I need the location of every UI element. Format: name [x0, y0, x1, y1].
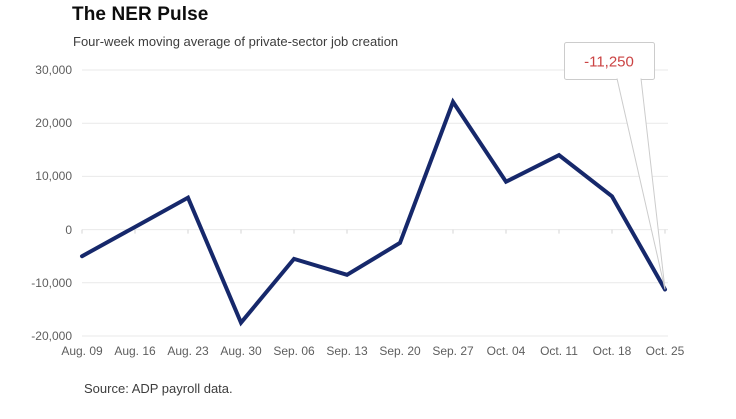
y-axis-label: -20,000 — [31, 329, 72, 343]
x-axis-ticks — [81, 229, 666, 234]
chart-subtitle: Four-week moving average of private-sect… — [73, 34, 399, 49]
y-axis-label: 20,000 — [35, 116, 72, 131]
x-axis-label: Sep. 06 — [273, 344, 315, 358]
x-axis-label: Aug. 16 — [114, 344, 156, 358]
x-axis-label: Aug. 09 — [61, 344, 103, 358]
data-line — [80, 97, 667, 327]
annotation-pointer-icon — [616, 78, 666, 290]
annotation-box — [564, 42, 655, 80]
y-axis-label: 10,000 — [35, 169, 72, 184]
y-axis-label: 30,000 — [35, 63, 72, 77]
x-axis-label: Sep. 27 — [432, 344, 474, 358]
x-axis-label: Oct. 11 — [540, 344, 578, 358]
gridlines — [82, 69, 668, 337]
x-axis-label: Sep. 20 — [379, 344, 421, 358]
x-axis-label: Aug. 23 — [167, 344, 209, 358]
y-axis-label: 0 — [65, 222, 72, 237]
y-axis-label: -10,000 — [31, 275, 72, 290]
x-axis-label: Aug. 30 — [220, 344, 262, 358]
chart-title: The NER Pulse — [72, 4, 209, 25]
source-note: Source: ADP payroll data. — [84, 381, 233, 396]
x-axis-label: Oct. 04 — [486, 344, 526, 358]
x-axis-label: Sep. 13 — [326, 344, 368, 358]
annotation-value: -11,250 — [584, 54, 634, 71]
x-axis-label: Oct. 25 — [645, 344, 685, 358]
x-axis-label: Oct. 18 — [592, 344, 632, 358]
